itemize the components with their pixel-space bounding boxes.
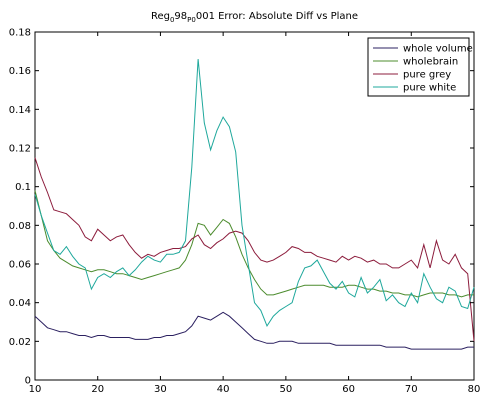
legend: whole volume wholebrain pure grey pure whit… [367, 37, 473, 97]
x-tick-label: 20 [91, 384, 104, 395]
legend-label: whole volume [403, 44, 473, 55]
title-part: P0 [187, 16, 196, 24]
title-part: 0 [170, 16, 174, 24]
title-part: 001 Error: Absolute Diff vs Plane [196, 11, 358, 22]
y-tick-label: 0 [25, 376, 31, 387]
series-layer [34, 59, 475, 350]
y-tick-label: 0.08 [9, 221, 31, 232]
x-tick-label: 60 [342, 384, 355, 395]
y-tick-label: 0.02 [9, 337, 31, 348]
x-tick-label: 80 [468, 384, 481, 395]
x-tick-label: 70 [405, 384, 418, 395]
y-tick-label: 0.1 [15, 182, 31, 193]
title-part: Reg [151, 11, 170, 22]
x-tick-label: 10 [29, 384, 42, 395]
x-tick-label: 50 [279, 384, 292, 395]
y-tick-label: 0.12 [9, 144, 31, 155]
y-tick-label: 0.14 [9, 105, 31, 116]
y-tick-label: 0.04 [9, 298, 31, 309]
legend-label: wholebrain [403, 57, 458, 68]
x-tick-label: 40 [217, 384, 230, 395]
ticks-layer: 10 20 30 40 50 60 70 80 0 0.02 0.04 0.06 0.08 0.1 0.12… [9, 28, 481, 396]
series-line-pure-grey [34, 157, 475, 342]
series-line-wholebrain [34, 190, 474, 298]
y-tick-label: 0.18 [9, 28, 31, 39]
y-tick-label: 0.06 [9, 260, 31, 271]
chart-title: Reg098P0001 Error: Absolute Diff vs Plan… [151, 11, 358, 24]
legend-label: pure grey [403, 70, 451, 81]
y-tick-label: 0.16 [9, 66, 31, 77]
legend-label: pure white [403, 83, 456, 94]
x-tick-label: 30 [154, 384, 167, 395]
series-line-whole-volume [34, 311, 474, 350]
title-part: 98 [174, 11, 187, 22]
series-line-pure-white [34, 59, 475, 327]
